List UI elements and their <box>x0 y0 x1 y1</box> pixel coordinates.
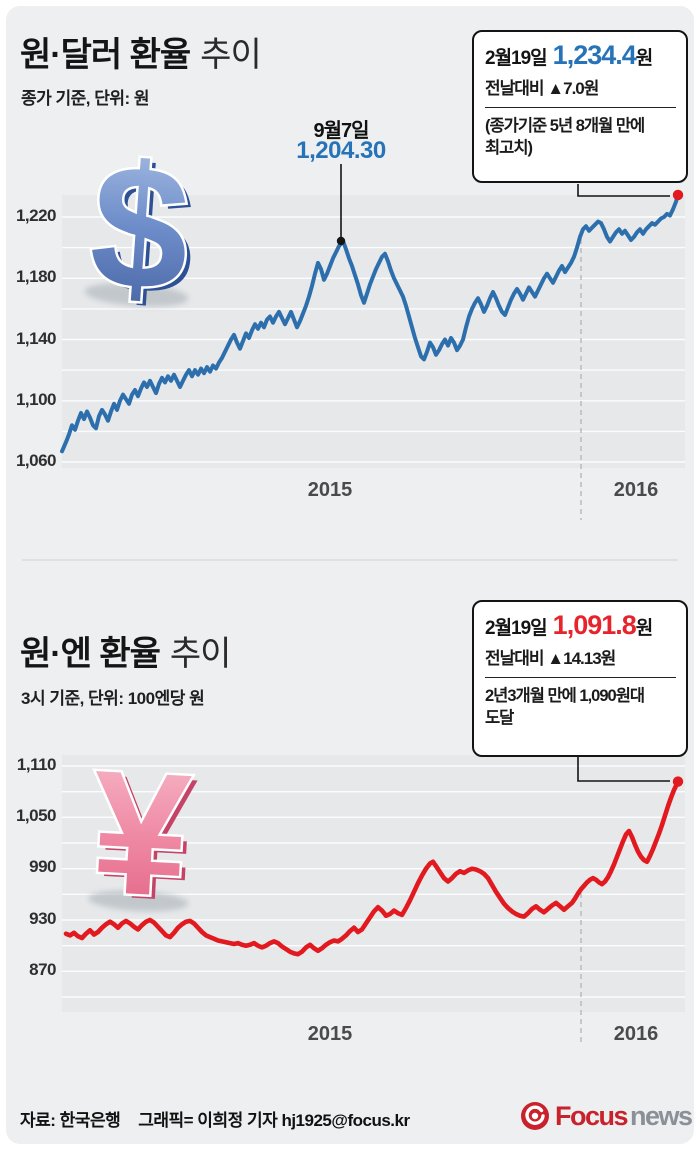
yen-y-tick-930: 930 <box>29 909 56 928</box>
dollar-x-tick-2015: 2015 <box>307 479 353 501</box>
dollar-latest-callout: 2월19일 1,234.4 원 전날대비 ▲7.0원 (종가기준 5년 8개월 … <box>472 30 688 183</box>
yen-x-tick-2015: 2015 <box>307 1023 353 1045</box>
yen-callout-headline: 2월19일 1,091.8 원 <box>485 610 676 641</box>
footer-source: 자료: 한국은행 <box>20 1111 121 1130</box>
dollar-callout-value: 1,234.4 <box>552 40 637 70</box>
dollar-callout-connector <box>577 184 670 197</box>
dollar-x-tick-2016: 2016 <box>613 479 659 501</box>
peak-annotation-value: 1,204.30 <box>296 137 386 164</box>
yen-chart-title-rest: 추이 <box>169 635 232 673</box>
yen-chart-plot <box>62 755 685 1046</box>
dollar-callout-headline: 2월19일 1,234.4 원 <box>485 40 676 71</box>
focusnews-logo: Focus news <box>520 1098 693 1134</box>
dollar-chart-plot <box>60 164 685 520</box>
dollar-chart-subtitle: 종가 기준, 단위: 원 <box>21 89 150 108</box>
yen-y-tick-1110: 1,110 <box>16 755 57 774</box>
dollar-callout-change: 전날대비 ▲7.0원 <box>485 79 599 98</box>
dollar-chart-title: 원·달러 환율 추이 <box>20 27 262 76</box>
yen-callout-unit: 원 <box>635 618 654 639</box>
dollar-icon: $ $ <box>82 125 201 333</box>
yen-series-line <box>63 779 681 957</box>
dollar-y-tick-1180: 1,180 <box>15 267 57 286</box>
yen-x-tick-2016: 2016 <box>613 1023 659 1045</box>
yen-y-tick-990: 990 <box>29 857 56 876</box>
peak-annotation-date: 9월7일 <box>313 120 369 142</box>
focusnews-logo-icon <box>521 1102 549 1130</box>
dollar-callout-unit: 원 <box>635 48 654 69</box>
dollar-callout-divider <box>485 107 676 108</box>
dollar-icon-glyph: $ <box>85 128 196 329</box>
logo-text-news: news <box>630 1100 693 1131</box>
yen-chart-title: 원·엔 환율 추이 <box>20 626 232 675</box>
dollar-series-line <box>60 192 680 454</box>
dollar-chart-title-rest: 추이 <box>200 36 262 74</box>
yen-callout-divider <box>485 677 676 678</box>
dollar-y-tick-1140: 1,140 <box>15 329 57 348</box>
yen-icon: ¥ ¥ <box>85 732 201 939</box>
dollar-y-tick-1100: 1,100 <box>15 390 57 409</box>
dollar-callout-note: (종가기준 5년 8개월 만에 최고치) <box>485 117 645 157</box>
yen-chart-title-bold: 원·엔 환율 <box>20 635 161 673</box>
yen-callout-date: 2월19일 <box>485 618 548 639</box>
yen-y-tick-1050: 1,050 <box>15 806 57 825</box>
dollar-y-tick-1060: 1,060 <box>15 451 57 470</box>
footer-credits: 자료: 한국은행 그래픽= 이희정 기자 hj1925@focus.kr <box>20 1106 410 1131</box>
yen-callout-connector <box>577 757 670 782</box>
dollar-chart-title-bold: 원·달러 환율 <box>20 36 191 74</box>
yen-icon-glyph: ¥ <box>87 735 194 935</box>
dollar-y-tick-1220: 1,220 <box>15 206 57 225</box>
dollar-latest-dot <box>672 189 684 201</box>
yen-callout-note: 2년3개월 만에 1,090원대 도달 <box>485 687 645 727</box>
logo-text-focus: Focus <box>555 1100 629 1131</box>
yen-callout-change: 전날대비 ▲14.13원 <box>485 649 616 668</box>
yen-latest-dot <box>672 776 684 787</box>
dollar-peak-dot <box>336 236 346 246</box>
dollar-icon-shadow-glyph: $ <box>90 132 201 333</box>
yen-icon-shadow-glyph: ¥ <box>93 739 200 939</box>
yen-chart-subtitle: 3시 기준, 단위: 100엔당 원 <box>21 689 205 708</box>
yen-latest-callout: 2월19일 1,091.8 원 전날대비 ▲14.13원 2년3개월 만에 1,… <box>472 600 688 757</box>
section-divider <box>22 559 678 561</box>
yen-y-tick-870: 870 <box>29 960 56 979</box>
yen-callout-value: 1,091.8 <box>552 610 637 640</box>
footer-credit: 그래픽= 이희정 기자 hj1925@focus.kr <box>138 1111 410 1130</box>
dollar-callout-date: 2월19일 <box>485 48 548 69</box>
